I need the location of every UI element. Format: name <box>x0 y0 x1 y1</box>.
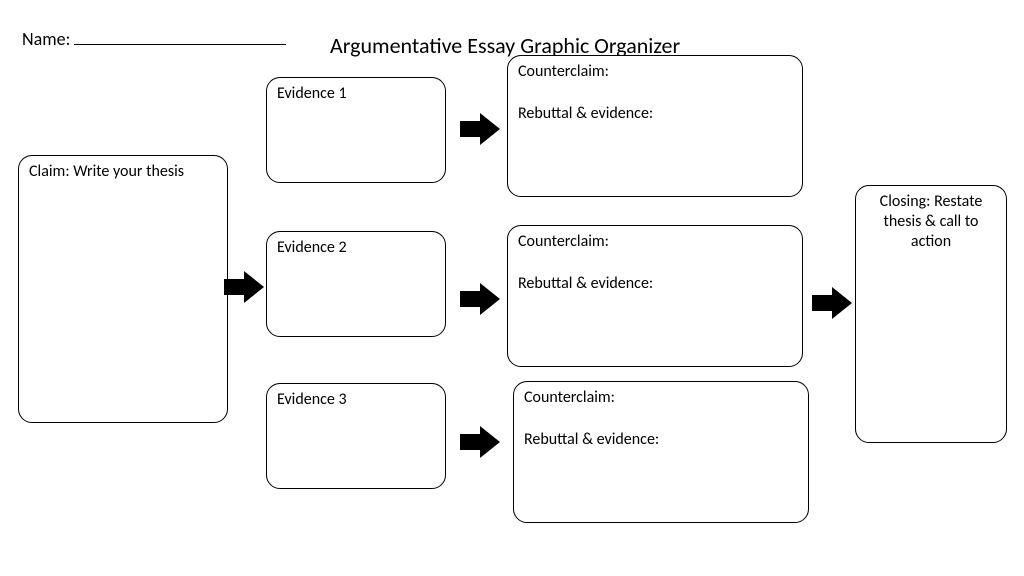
rebuttal-3-label: Rebuttal & evidence: <box>524 430 798 450</box>
organizer-canvas: { "page": { "title": "Argumentative Essa… <box>0 0 1024 576</box>
evidence-2-label: Evidence 2 <box>277 238 435 258</box>
counterclaim-1-box: Counterclaim: Rebuttal & evidence: <box>507 55 803 197</box>
arrow-ev3-to-cc3 <box>458 425 502 459</box>
closing-label: Closing: Restate thesis & call to action <box>866 192 996 252</box>
arrow-ev2-to-cc2 <box>458 282 502 316</box>
name-label: Name: <box>22 28 70 50</box>
evidence-1-label: Evidence 1 <box>277 84 435 104</box>
counterclaim-1-label: Counterclaim: <box>518 62 792 82</box>
evidence-3-label: Evidence 3 <box>277 390 435 410</box>
arrow-cc-to-closing <box>810 286 854 320</box>
claim-box: Claim: Write your thesis <box>18 155 228 423</box>
arrow-claim-to-evidence <box>222 270 266 304</box>
name-underline <box>74 44 286 45</box>
rebuttal-1-label: Rebuttal & evidence: <box>518 104 792 124</box>
closing-box: Closing: Restate thesis & call to action <box>855 185 1007 443</box>
counterclaim-3-label: Counterclaim: <box>524 388 798 408</box>
counterclaim-2-label: Counterclaim: <box>518 232 792 252</box>
evidence-3-box: Evidence 3 <box>266 383 446 489</box>
evidence-1-box: Evidence 1 <box>266 77 446 183</box>
arrow-ev1-to-cc1 <box>458 112 502 146</box>
evidence-2-box: Evidence 2 <box>266 231 446 337</box>
counterclaim-2-box: Counterclaim: Rebuttal & evidence: <box>507 225 803 367</box>
claim-label: Claim: Write your thesis <box>29 162 217 182</box>
counterclaim-3-box: Counterclaim: Rebuttal & evidence: <box>513 381 809 523</box>
rebuttal-2-label: Rebuttal & evidence: <box>518 274 792 294</box>
